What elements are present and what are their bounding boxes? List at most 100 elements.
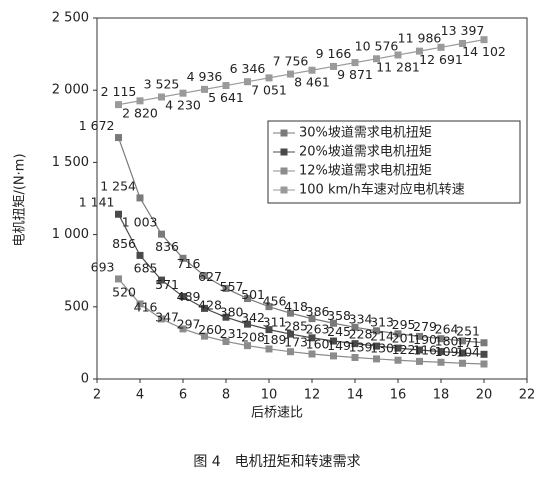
point [394, 344, 402, 352]
caption: 图 4 电机扭矩和转速需求 [193, 454, 360, 470]
data-label: 173 [284, 335, 308, 350]
data-label: 557 [220, 279, 244, 294]
point [373, 327, 380, 335]
data-label: 11 281 [376, 59, 420, 74]
data-label: 416 [134, 299, 158, 314]
point [459, 337, 466, 345]
legend-marker [280, 129, 288, 137]
data-label: 297 [177, 317, 201, 332]
data-label: 4 936 [187, 69, 223, 84]
data-label: 489 [177, 289, 201, 304]
x-axis-label: 后桥速比 [251, 406, 303, 421]
data-label: 8 461 [294, 75, 330, 90]
point [222, 82, 230, 90]
data-label: 11 986 [398, 31, 442, 46]
data-label: 285 [284, 318, 308, 333]
point [480, 350, 488, 358]
x-tick-label: 2 [93, 388, 101, 403]
data-label: 189 [263, 332, 287, 347]
data-label: 214 [370, 329, 394, 344]
series-line [117, 213, 485, 355]
data-label: 9 166 [316, 46, 352, 61]
data-label: 130 [370, 341, 394, 356]
data-label: 1 141 [79, 195, 115, 210]
x-tick-label: 18 [433, 388, 450, 403]
data-label: 208 [241, 329, 265, 344]
point [330, 319, 337, 327]
series-line [118, 39, 485, 106]
point [437, 358, 445, 366]
data-label: 10 576 [355, 38, 399, 53]
point [459, 349, 466, 357]
data-label: 2 115 [101, 84, 137, 99]
data-label: 1 003 [122, 215, 158, 230]
data-label: 160 [306, 336, 330, 351]
data-label: 571 [155, 277, 179, 292]
point [351, 59, 359, 67]
data-label: 358 [327, 308, 351, 323]
data-label: 149 [327, 338, 351, 353]
point [265, 303, 273, 311]
data-label: 9 871 [337, 67, 373, 82]
data-label: 6 346 [230, 61, 266, 76]
point [308, 350, 316, 358]
x-tick-label: 20 [476, 388, 493, 403]
point [158, 276, 165, 284]
point [351, 340, 359, 348]
point [287, 70, 294, 78]
data-label: 7 051 [251, 82, 287, 97]
legend-label: 30%坡道需求电机扭矩 [299, 126, 432, 141]
data-label: 347 [155, 309, 179, 324]
data-label: 14 102 [462, 44, 506, 59]
data-label: 856 [112, 236, 136, 251]
point [437, 43, 445, 51]
data-label: 104 [456, 344, 480, 359]
data-label: 627 [198, 269, 222, 284]
point [201, 332, 208, 340]
data-label: 693 [91, 259, 115, 274]
data-label: 260 [198, 322, 222, 337]
data-label: 116 [413, 343, 437, 358]
point [373, 342, 380, 350]
data-label: 264 [435, 321, 459, 336]
point [351, 353, 359, 361]
data-label: 4 230 [165, 98, 201, 113]
point [287, 330, 294, 338]
data-label: 122 [392, 342, 416, 357]
y-tick-label: 1 000 [52, 227, 89, 242]
point [222, 337, 230, 345]
legend-marker [280, 148, 288, 156]
y-tick-label: 500 [64, 299, 89, 314]
point [287, 348, 294, 356]
data-label: 501 [241, 287, 265, 302]
point [459, 39, 466, 47]
data-label: 180 [435, 334, 459, 349]
data-label: 13 397 [441, 23, 485, 38]
point [373, 355, 380, 363]
data-label: 836 [155, 239, 179, 254]
point [115, 101, 122, 109]
point [244, 342, 251, 350]
y-tick-label: 2 500 [52, 11, 89, 26]
point [244, 320, 251, 328]
point [416, 332, 423, 340]
series-line [117, 137, 485, 344]
legend-marker [280, 186, 288, 194]
data-label: 231 [220, 326, 244, 341]
point [158, 93, 165, 101]
point [201, 272, 208, 280]
y-tick-label: 1 500 [52, 155, 89, 170]
x-tick-label: 12 [304, 388, 321, 403]
data-label: 716 [177, 256, 201, 271]
legend-marker [280, 167, 288, 175]
data-label: 386 [306, 304, 330, 319]
x-tick-label: 16 [390, 388, 407, 403]
point [201, 304, 208, 312]
point [480, 339, 488, 347]
data-label: 334 [349, 311, 373, 326]
point [308, 66, 316, 74]
point [480, 360, 488, 368]
data-label: 311 [263, 315, 287, 330]
point [351, 323, 359, 331]
legend-label: 20%坡道需求电机扭矩 [299, 145, 432, 160]
